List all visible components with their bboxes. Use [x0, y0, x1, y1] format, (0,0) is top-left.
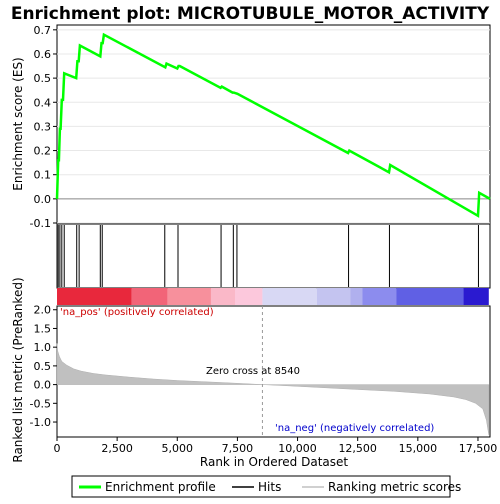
- rank-x-tick-label: 5,000: [162, 442, 194, 455]
- color-bar-segment: [396, 288, 464, 305]
- rank-y-tick-label: 1.0: [34, 341, 52, 354]
- color-bar-segment: [262, 288, 317, 305]
- es-y-axis-label: Enrichment score (ES): [11, 57, 25, 190]
- rank-x-tick-label: 15,000: [399, 442, 438, 455]
- es-y-ticks: -0.1 0.0 0.1 0.2 0.3 0.4 0.5 0.6 0.7: [30, 24, 57, 230]
- rank-x-tick-label: 0: [54, 442, 61, 455]
- rank-x-tick-label: 12,500: [338, 442, 377, 455]
- es-y-tick-label: 0.0: [34, 193, 52, 206]
- rank-y-tick-label: 0.0: [34, 379, 52, 392]
- legend-label-hits: Hits: [258, 480, 281, 494]
- enrichment-profile-line: [55, 32, 491, 218]
- es-y-tick-label: 0.1: [34, 169, 52, 182]
- legend-label-enrichment: Enrichment profile: [105, 480, 216, 494]
- rank-y-tick-label: -1.0: [30, 416, 51, 429]
- rank-x-tick-label: 2,500: [101, 442, 133, 455]
- negative-correlation-label: 'na_neg' (negatively correlated): [275, 423, 434, 434]
- rank-x-tick-label: 7,500: [222, 442, 254, 455]
- color-bar-segment: [167, 288, 211, 305]
- es-panel-frame: [56, 24, 491, 224]
- es-y-tick-label: -0.1: [30, 217, 51, 230]
- hit-markers: [57, 225, 479, 287]
- rank-x-tick-label: 17,500: [459, 442, 498, 455]
- ranking-panel-frame: [56, 305, 491, 438]
- rank-x-ticks: 0 2,500 5,000 7,500 10,000 12,500 15,000 17,500: [54, 437, 498, 455]
- es-y-tick-label: 0.2: [34, 145, 52, 158]
- rank-y-tick-label: -0.5: [30, 397, 51, 410]
- chart-title: Enrichment plot: MICROTUBULE_MOTOR_ACTIV…: [11, 4, 490, 24]
- es-y-tick-label: 0.7: [34, 24, 52, 37]
- es-y-tick-label: 0.4: [34, 96, 52, 109]
- color-bar-segment: [131, 288, 168, 305]
- rank-y-axis-label: Ranked list metric (PreRanked): [11, 277, 25, 462]
- rank-y-tick-label: 0.5: [34, 360, 52, 373]
- color-bar-segment: [210, 288, 236, 305]
- rank-x-tick-label: 10,000: [278, 442, 317, 455]
- color-bar-segment: [235, 288, 263, 305]
- rank-y-tick-label: 1.5: [34, 322, 52, 335]
- es-y-tick-label: 0.5: [34, 72, 52, 85]
- hits-panel-frame: [56, 223, 491, 289]
- rank-y-ticks: -1.0 -0.5 0.0 0.5 1.0 1.5 2.0: [30, 304, 57, 429]
- color-bar-segment: [362, 288, 397, 305]
- color-bar-segment: [463, 288, 489, 305]
- rank-x-axis-label: Rank in Ordered Dataset: [200, 455, 348, 469]
- zero-cross-label: Zero cross at 8540: [206, 366, 300, 377]
- es-y-tick-label: 0.3: [34, 120, 52, 133]
- es-gridlines: [57, 29, 490, 224]
- color-bar-segment: [316, 288, 351, 305]
- positive-correlation-label: 'na_pos' (positively correlated): [60, 307, 214, 318]
- rank-color-bar: [57, 288, 489, 305]
- legend-label-ranking: Ranking metric scores: [328, 480, 461, 494]
- color-bar-segment: [57, 288, 132, 305]
- rank-y-tick-label: 2.0: [34, 304, 52, 317]
- ranking-metric-area: [56, 343, 490, 436]
- color-bar-segment: [350, 288, 363, 305]
- legend-box: [71, 475, 451, 498]
- es-y-tick-label: 0.6: [34, 48, 52, 61]
